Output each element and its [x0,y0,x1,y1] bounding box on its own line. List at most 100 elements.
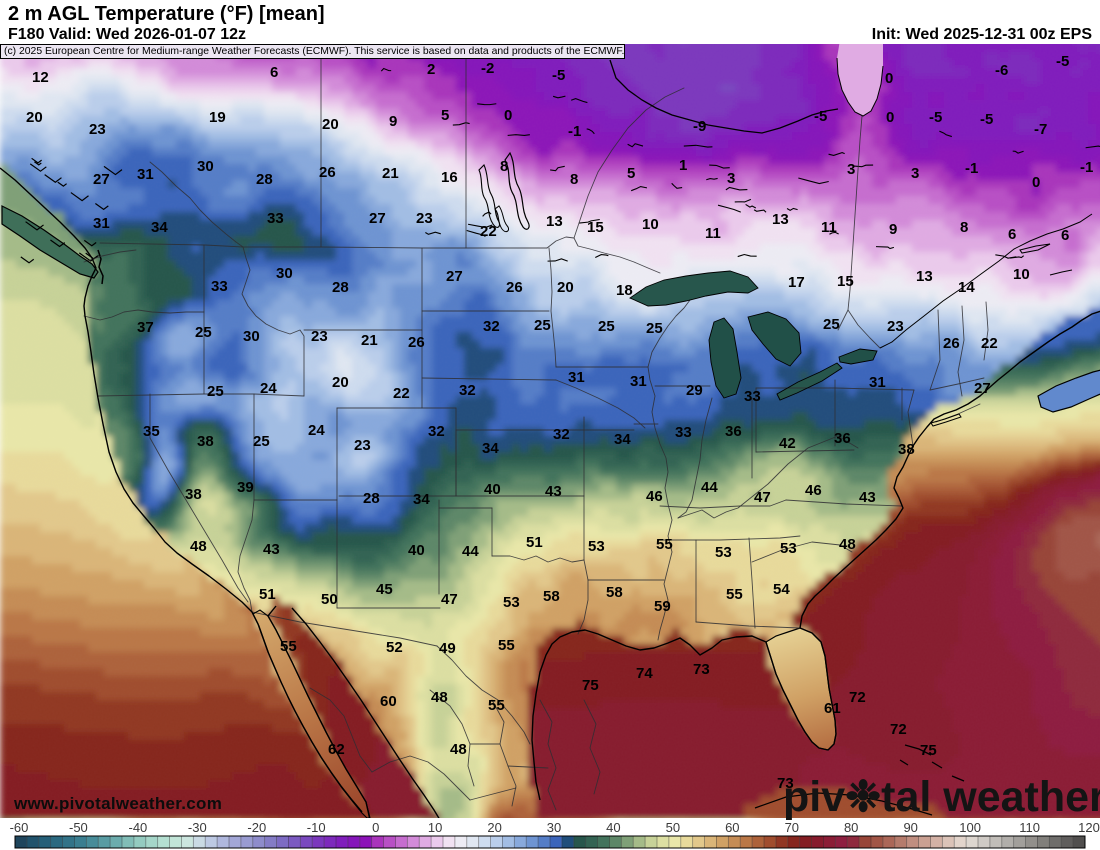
svg-text:25: 25 [195,324,212,341]
svg-text:46: 46 [805,482,822,499]
svg-text:39: 39 [237,479,254,496]
svg-text:44: 44 [462,543,479,560]
svg-text:34: 34 [151,219,168,236]
svg-text:29: 29 [686,382,703,399]
svg-text:37: 37 [137,319,154,336]
svg-text:36: 36 [834,430,851,447]
svg-text:55: 55 [280,638,297,655]
svg-text:11: 11 [705,225,721,242]
svg-text:10: 10 [1013,266,1030,283]
svg-text:38: 38 [197,433,214,450]
svg-text:-50: -50 [69,820,88,835]
svg-text:25: 25 [598,318,615,335]
svg-text:0: 0 [886,109,894,126]
svg-text:20: 20 [26,109,43,126]
svg-text:46: 46 [646,488,663,505]
svg-text:80: 80 [844,820,858,835]
svg-text:-6: -6 [995,62,1008,79]
svg-text:32: 32 [553,426,570,443]
svg-text:27: 27 [369,210,386,227]
svg-text:28: 28 [256,171,273,188]
svg-text:15: 15 [587,219,604,236]
svg-text:100: 100 [959,820,981,835]
svg-text:47: 47 [754,489,771,506]
svg-text:30: 30 [243,328,260,345]
svg-text:9: 9 [889,221,897,238]
svg-text:70: 70 [785,820,799,835]
svg-text:31: 31 [93,215,110,232]
svg-text:75: 75 [582,677,599,694]
svg-text:26: 26 [943,335,960,352]
svg-text:48: 48 [839,536,856,553]
svg-text:16: 16 [441,169,458,186]
svg-text:33: 33 [675,424,692,441]
svg-text:0: 0 [1032,174,1040,191]
svg-text:-60: -60 [10,820,29,835]
svg-text:-30: -30 [188,820,207,835]
svg-text:34: 34 [413,491,430,508]
svg-text:58: 58 [606,584,623,601]
svg-text:55: 55 [488,697,505,714]
svg-text:43: 43 [545,483,562,500]
svg-text:120: 120 [1078,820,1100,835]
svg-text:20: 20 [332,374,349,391]
svg-text:30: 30 [197,158,214,175]
svg-text:-5: -5 [1056,53,1069,70]
svg-text:24: 24 [308,422,325,439]
svg-text:32: 32 [428,423,445,440]
svg-text:27: 27 [93,171,110,188]
svg-text:18: 18 [616,282,633,299]
svg-text:0: 0 [504,107,512,124]
svg-text:61: 61 [824,700,841,717]
svg-text:75: 75 [920,742,937,759]
svg-text:35: 35 [143,423,160,440]
svg-text:-5: -5 [929,109,942,126]
svg-text:55: 55 [498,637,515,654]
svg-text:62: 62 [328,741,345,758]
svg-text:32: 32 [483,318,500,335]
svg-text:90: 90 [903,820,917,835]
svg-text:-1: -1 [1080,159,1093,176]
svg-text:25: 25 [823,316,840,333]
svg-text:30: 30 [547,820,561,835]
svg-text:28: 28 [363,490,380,507]
svg-text:10: 10 [642,216,659,233]
svg-text:14: 14 [958,279,975,296]
svg-text:59: 59 [654,598,671,615]
svg-text:31: 31 [568,369,585,386]
svg-text:53: 53 [780,540,797,557]
svg-text:21: 21 [361,332,378,349]
svg-text:40: 40 [484,481,501,498]
svg-text:8: 8 [570,171,578,188]
svg-text:3: 3 [847,161,855,178]
svg-text:-5: -5 [814,108,827,125]
svg-text:0: 0 [372,820,379,835]
svg-text:20: 20 [487,820,501,835]
svg-text:60: 60 [725,820,739,835]
svg-text:-9: -9 [693,118,706,135]
svg-text:23: 23 [89,121,106,138]
svg-text:60: 60 [380,693,397,710]
svg-text:25: 25 [207,383,224,400]
svg-text:53: 53 [715,544,732,561]
svg-text:6: 6 [1008,226,1016,243]
svg-text:26: 26 [408,334,425,351]
svg-text:-10: -10 [307,820,326,835]
svg-text:38: 38 [898,441,915,458]
svg-text:52: 52 [386,639,403,656]
svg-text:-2: -2 [481,60,494,77]
svg-text:-40: -40 [129,820,148,835]
svg-text:23: 23 [354,437,371,454]
svg-text:73: 73 [777,775,794,792]
svg-text:31: 31 [137,166,154,183]
svg-text:40: 40 [606,820,620,835]
svg-text:51: 51 [259,586,276,603]
svg-text:54: 54 [773,581,790,598]
svg-text:6: 6 [270,64,278,81]
svg-text:20: 20 [557,279,574,296]
svg-text:33: 33 [267,210,284,227]
svg-text:36: 36 [725,423,742,440]
svg-text:15: 15 [837,273,854,290]
svg-text:28: 28 [332,279,349,296]
svg-text:42: 42 [779,435,796,452]
